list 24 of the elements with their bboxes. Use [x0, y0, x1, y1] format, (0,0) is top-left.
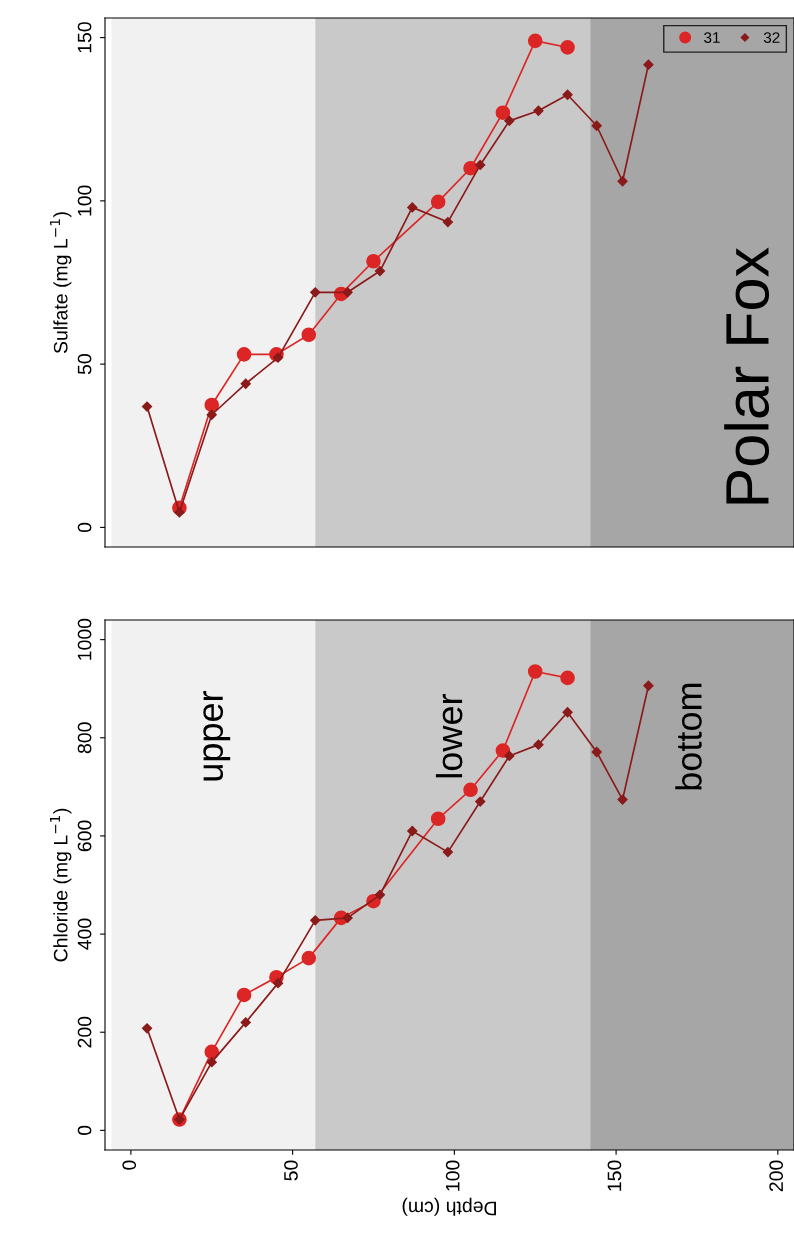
x-tick-label: 50 [284, 1160, 298, 1181]
y-tick-label: 0 [77, 522, 92, 533]
legend-label: 32 [763, 32, 780, 43]
band-label: lower [435, 694, 463, 778]
y-tick-label: 0 [77, 1125, 92, 1136]
y-tick-label: 800 [77, 722, 92, 754]
y-axis-title: Sulfate (mg L$^{−1}$) [50, 212, 72, 354]
band-label: bottom [675, 683, 702, 790]
y-tick-label: 100 [77, 185, 92, 216]
annotation: Polar Fox [724, 247, 770, 504]
band-label: upper [203, 691, 231, 781]
x-tick-label: 100 [445, 1160, 460, 1191]
y-tick-label: 50 [77, 354, 92, 375]
x-tick-label: 200 [769, 1160, 784, 1192]
y-tick-label: 150 [77, 22, 92, 53]
legend-label: 31 [704, 32, 720, 43]
x-axis-title: Depth (cm) [402, 1197, 496, 1216]
y-axis-title: Chloride (mg L$^{−1}$) [50, 808, 72, 962]
y-tick-label: 400 [77, 918, 92, 950]
y-tick-label: 200 [77, 1016, 92, 1048]
y-tick-label: 1000 [77, 618, 92, 660]
y-tick-label: 600 [77, 820, 92, 852]
x-tick-label: 0 [122, 1160, 137, 1170]
x-tick-label: 150 [607, 1160, 622, 1191]
